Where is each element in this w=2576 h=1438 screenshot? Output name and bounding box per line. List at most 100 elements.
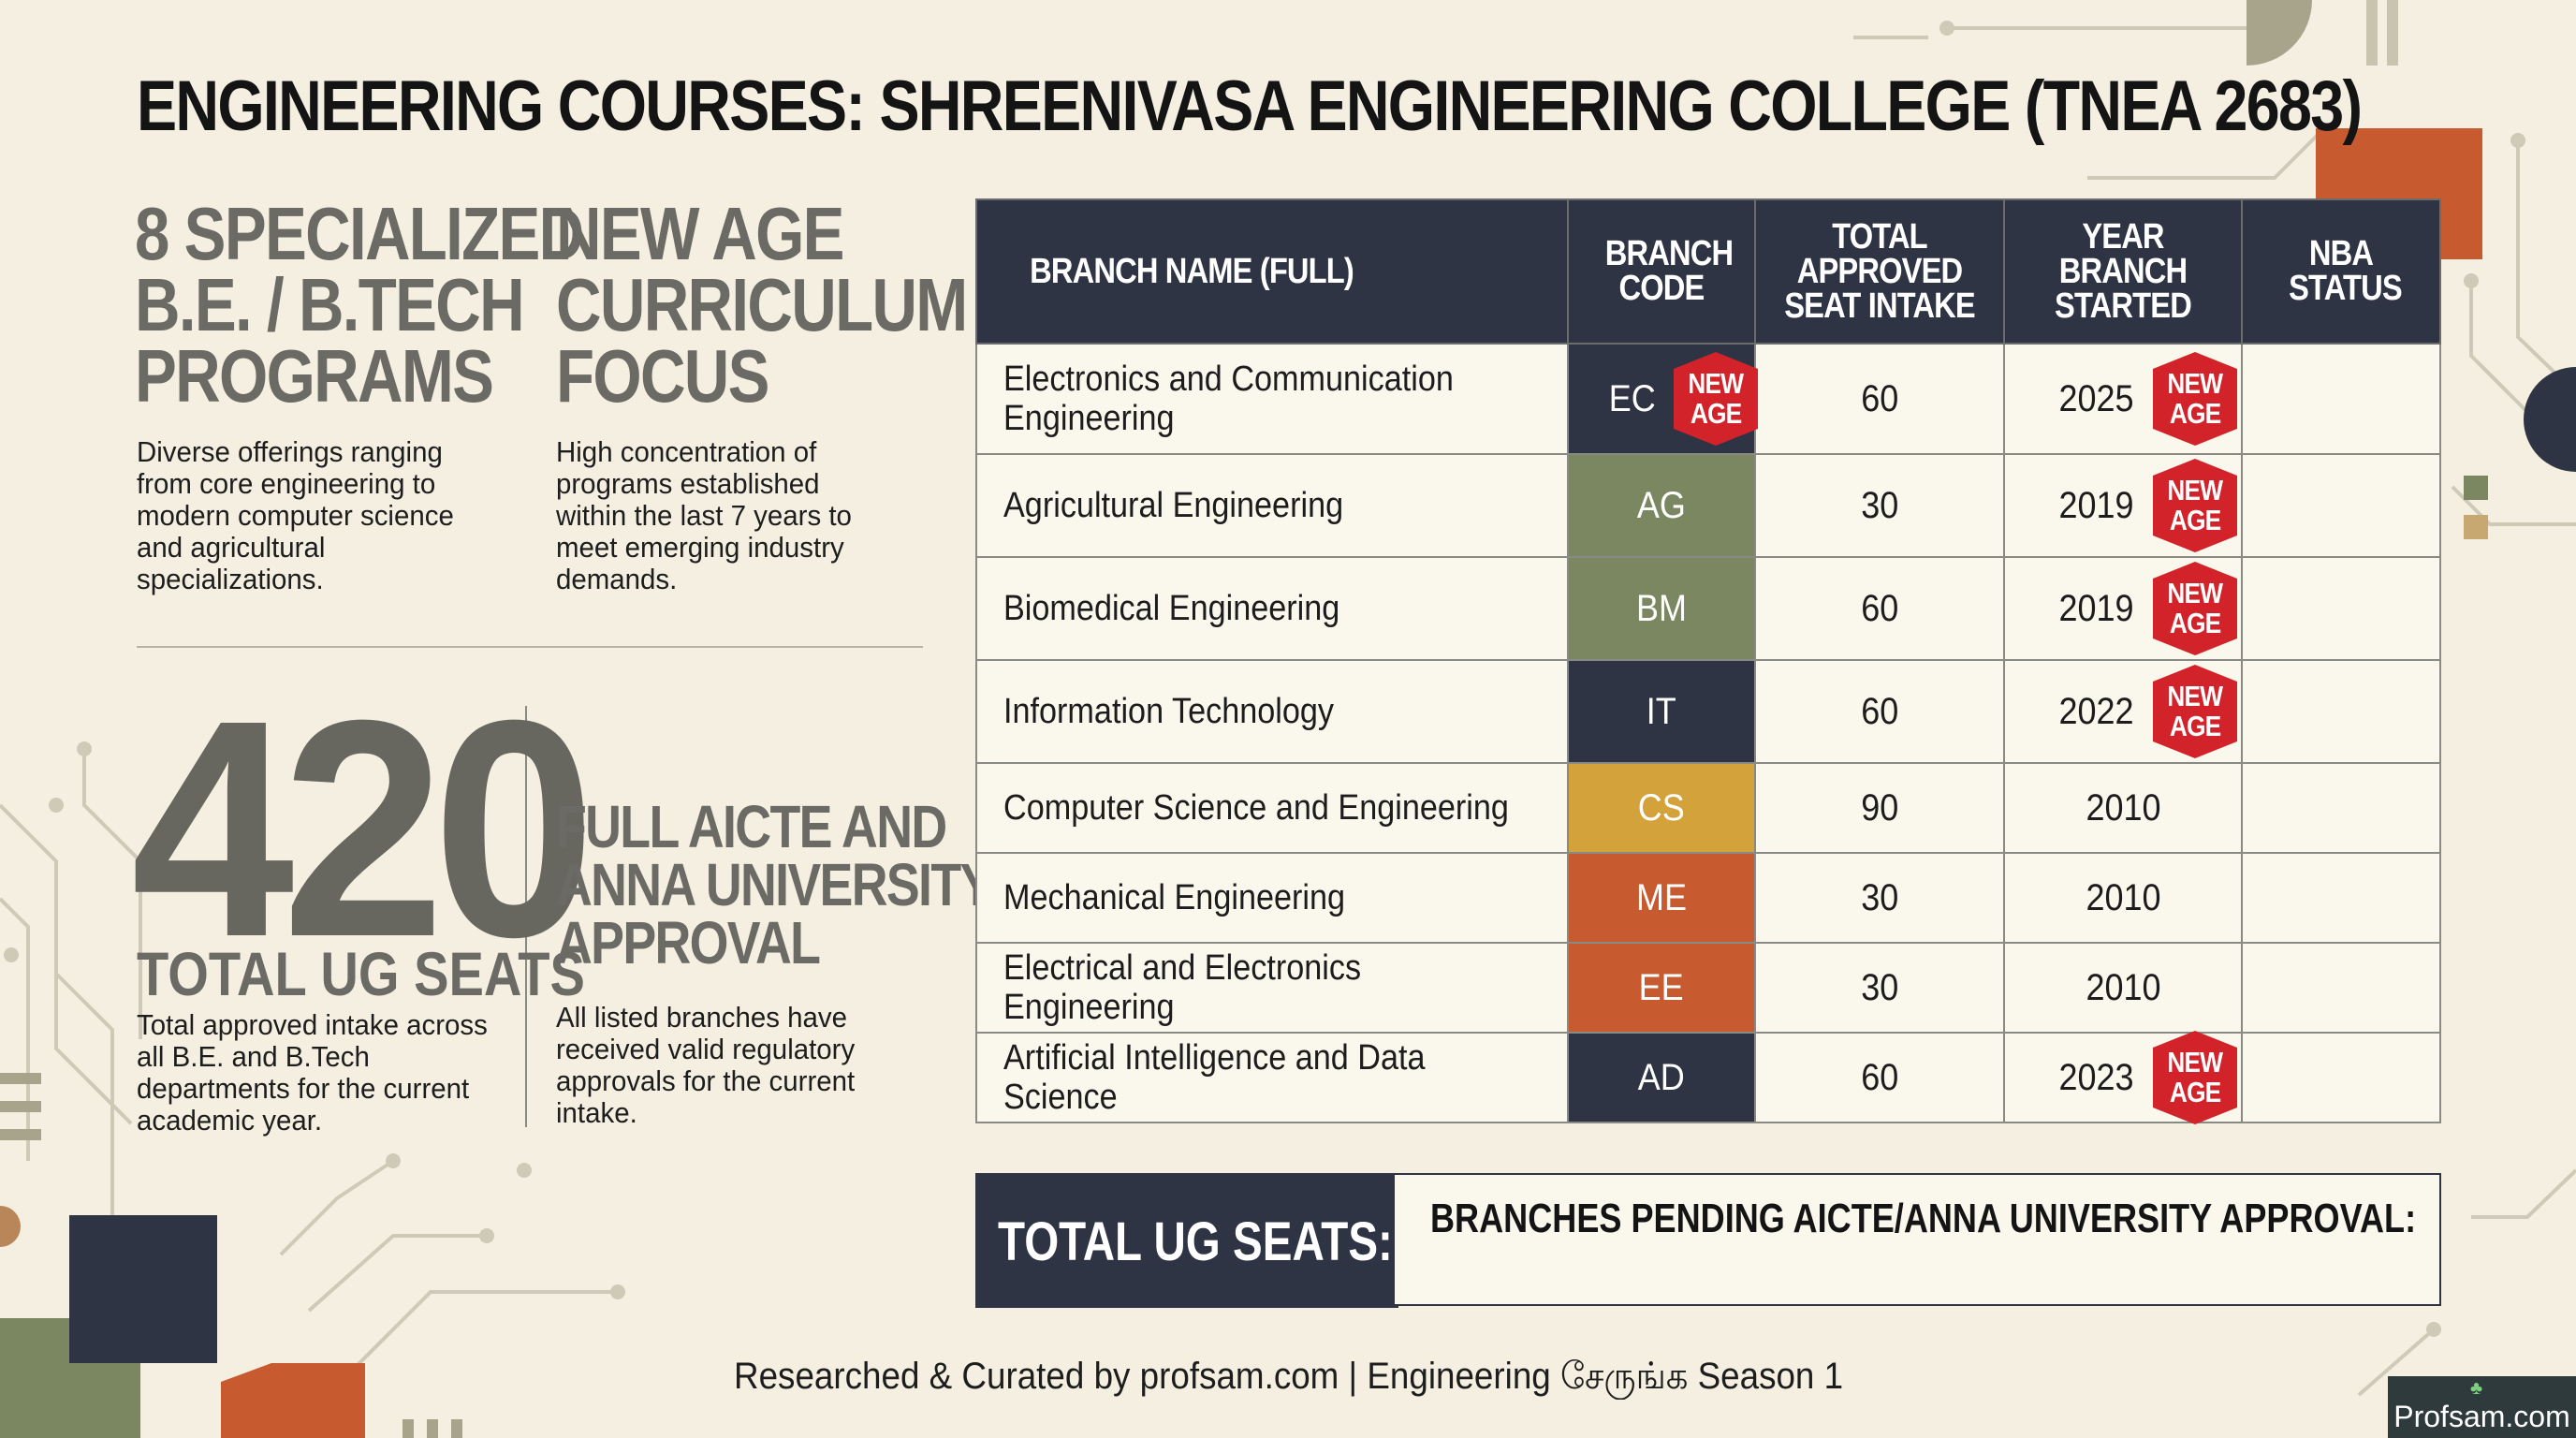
table-row: Mechanical Engineering ME 30 2010: [975, 852, 2441, 944]
table-header-row: BRANCH NAME (FULL) BRANCH CODE TOTAL APP…: [975, 198, 2441, 345]
nba-status-cell: [2241, 556, 2441, 661]
badge-line-new: NEW: [2167, 1046, 2224, 1078]
seat-intake-cell: 60: [1754, 556, 2005, 661]
new-age-badge: NEW AGE: [2153, 665, 2237, 758]
branch-code-cell: CS: [1567, 762, 1756, 854]
table-row: Information Technology IT 60 2022 NEW AGE: [975, 659, 2441, 764]
badge-line-age: AGE: [1690, 397, 1742, 430]
header-seat-intake: TOTAL APPROVED SEAT INTAKE: [1754, 198, 2005, 345]
table-row: Biomedical Engineering BM 60 2019 NEW AGE: [975, 556, 2441, 661]
branch-code-cell-text: CS: [1637, 786, 1686, 829]
year-started-cell: 2010: [2003, 852, 2243, 944]
branch-name-cell: Electronics and Communication Engineerin…: [975, 343, 1569, 455]
branch-name-cell: Artificial Intelligence and Data Science: [975, 1032, 1569, 1123]
pending-approval-label: BRANCHES PENDING AICTE/ANNA UNIVERSITY A…: [1430, 1196, 2417, 1241]
total-seats-description: Total approved intake across all B.E. an…: [137, 1008, 488, 1137]
nba-status-cell: [2241, 1032, 2441, 1123]
badge-line-age: AGE: [2169, 607, 2221, 639]
badge-line-new: NEW: [2167, 474, 2224, 506]
branch-name-cell: Agricultural Engineering: [975, 453, 1569, 558]
new-age-badge: NEW AGE: [1674, 352, 1758, 446]
seat-intake-cell-text: 30: [1860, 966, 1899, 1008]
total-seats-number: 420: [131, 655, 595, 1001]
branch-name-cell-text: Agricultural Engineering: [1003, 486, 1344, 525]
table-row: Electronics and Communication Engineerin…: [975, 343, 2441, 455]
nba-status-cell: [2241, 852, 2441, 944]
year-started-cell-text: 2019: [2057, 587, 2134, 629]
year-started-cell: 2019 NEW AGE: [2003, 453, 2243, 558]
year-started-cell-text: 2010: [2085, 876, 2161, 918]
nba-status-cell: [2241, 762, 2441, 854]
branch-table: BRANCH NAME (FULL) BRANCH CODE TOTAL APP…: [975, 198, 2441, 1124]
total-seats-box: TOTAL UG SEATS: 420: [975, 1173, 1479, 1308]
nba-status-cell: [2241, 453, 2441, 558]
seat-intake-cell: 60: [1754, 659, 2005, 764]
seat-intake-cell-text: 60: [1860, 587, 1899, 629]
pending-approval-box: BRANCHES PENDING AICTE/ANNA UNIVERSITY A…: [1393, 1173, 2441, 1306]
seat-intake-cell-text: 60: [1860, 377, 1899, 419]
seat-intake-cell: 30: [1754, 942, 2005, 1034]
curriculum-heading: NEW AGE CURRICULUM FOCUS: [556, 192, 968, 418]
new-age-badge: NEW AGE: [2153, 1031, 2237, 1124]
branch-name-cell-text: Artificial Intelligence and Data Science: [1003, 1038, 1426, 1117]
badge-line-new: NEW: [2167, 680, 2224, 712]
footer-credit: Researched & Curated by profsam.com | En…: [734, 1356, 1844, 1397]
brand-text: Profsam.com: [2393, 1400, 2570, 1433]
total-seats-label: TOTAL UG SEATS: [137, 939, 585, 1008]
branch-name-cell: Computer Science and Engineering: [975, 762, 1569, 854]
year-started-cell-text: 2023: [2057, 1056, 2134, 1098]
branch-name-cell-text: Computer Science and Engineering: [1003, 788, 1509, 828]
year-started-cell: 2023 NEW AGE: [2003, 1031, 2243, 1124]
badge-line-age: AGE: [2169, 504, 2221, 536]
tree-icon: ♣: [2470, 1378, 2483, 1399]
nba-status-cell: [2241, 343, 2441, 455]
branch-code-cell-text: IT: [1646, 690, 1676, 732]
branch-code-cell: AG: [1567, 453, 1756, 558]
badge-line-age: AGE: [2169, 397, 2221, 430]
branch-name-cell: Information Technology: [975, 659, 1569, 764]
programs-description: Diverse offerings ranging from core engi…: [137, 435, 454, 595]
year-started-cell: 2010: [2003, 762, 2243, 854]
year-started-cell: 2010: [2003, 942, 2243, 1034]
new-age-badge: NEW AGE: [2153, 562, 2237, 655]
badge-line-new: NEW: [1688, 367, 1745, 400]
header-year-started: YEAR BRANCH STARTED: [2003, 198, 2243, 345]
branch-code-cell: ME: [1567, 852, 1756, 944]
nba-status-cell: [2241, 942, 2441, 1034]
seat-intake-cell: 30: [1754, 852, 2005, 944]
branch-name-cell: Electrical and Electronics Engineering: [975, 942, 1569, 1034]
brand-badge: ♣ Profsam.com: [2388, 1376, 2576, 1438]
seat-intake-cell-text: 30: [1860, 876, 1899, 918]
branch-code-cell-text: ME: [1636, 876, 1687, 918]
branch-name-cell: Mechanical Engineering: [975, 852, 1569, 944]
branch-code-cell-text: EC: [1608, 377, 1657, 419]
new-age-badge: NEW AGE: [2153, 459, 2237, 552]
year-started-cell-text: 2010: [2085, 786, 2161, 829]
year-started-cell-text: 2010: [2085, 966, 2161, 1008]
branch-code-cell: EE: [1567, 942, 1756, 1034]
programs-heading: 8 SPECIALIZED B.E. / B.TECH PROGRAMS: [135, 192, 584, 418]
badge-line-age: AGE: [2169, 1076, 2221, 1108]
header-nba-status: NBA STATUS: [2241, 198, 2441, 345]
branch-code-cell: AD: [1567, 1032, 1756, 1123]
badge-line-new: NEW: [2167, 577, 2224, 609]
curriculum-description: High concentration of programs establish…: [556, 435, 852, 595]
seat-intake-cell: 60: [1754, 1032, 2005, 1123]
header-branch-name: BRANCH NAME (FULL): [975, 198, 1569, 345]
approval-description: All listed branches have received valid …: [556, 1001, 856, 1129]
branch-code-cell-text: EE: [1638, 966, 1685, 1008]
seat-intake-cell: 30: [1754, 453, 2005, 558]
branch-name-cell-text: Electrical and Electronics Engineering: [1003, 948, 1362, 1027]
badge-line-age: AGE: [2169, 710, 2221, 742]
year-started-cell: 2022 NEW AGE: [2003, 659, 2243, 764]
table-row: Agricultural Engineering AG 30 2019 NEW AGE: [975, 453, 2441, 558]
seat-intake-cell-text: 60: [1860, 690, 1899, 732]
badge-line-new: NEW: [2167, 367, 2224, 400]
branch-code-cell-text: BM: [1636, 587, 1687, 629]
table-row: Electrical and Electronics Engineering EE…: [975, 942, 2441, 1034]
approval-heading: FULL AICTE AND ANNA UNIVERSITY APPROVAL: [556, 793, 993, 976]
branch-code-cell-text: AG: [1636, 484, 1687, 526]
branch-code-cell-text: AD: [1637, 1056, 1686, 1098]
new-age-badge: NEW AGE: [2153, 352, 2237, 446]
year-started-cell-text: 2019: [2057, 484, 2134, 526]
